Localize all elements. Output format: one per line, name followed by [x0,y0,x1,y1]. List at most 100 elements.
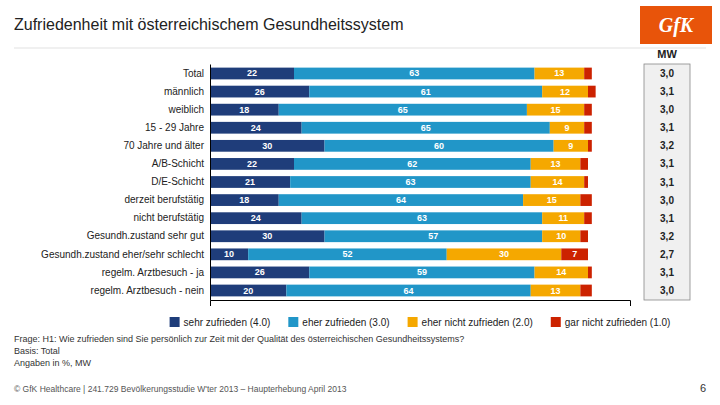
bar-segment [542,86,588,98]
data-label: 21 [245,177,255,187]
legend-label: eher zufrieden (3.0) [302,317,389,328]
data-label: 15 [551,105,561,115]
bar-segment [523,194,580,206]
data-label: 63 [409,68,419,78]
data-label: 30 [262,231,272,241]
legend-label: eher nicht zufrieden (2.0) [422,317,533,328]
y-tick-label: D/E-Schicht [151,176,204,187]
data-label: 10 [224,249,234,259]
bar-segment [580,285,591,297]
bar-segment [588,140,592,152]
legend-label: sehr zufrieden (4.0) [184,317,271,328]
data-label: 22 [247,159,257,169]
bar-segment [294,158,531,170]
y-tick: 15 - 29 Jahre [145,122,210,133]
bar-segment [210,104,279,116]
data-label: 24 [251,123,261,133]
mw-value: 3,1 [660,177,674,188]
bar-segment [210,68,294,80]
data-label: 9 [568,141,573,151]
bar-segment [210,248,248,260]
mw-value: 3,1 [660,267,674,278]
chart-svg: Zufriedenheit mit österreichischem Gesun… [0,0,720,405]
data-label: 13 [554,68,564,78]
y-tick: D/E-Schicht [151,176,210,187]
data-label: 9 [564,123,569,133]
y-tick-label: Gesundh.zustand sehr gut [87,230,205,241]
bar-segment [580,230,588,242]
y-tick-label: 15 - 29 Jahre [145,122,204,133]
bar-segment [584,104,592,116]
y-tick-label: 70 Jahre und älter [123,140,204,151]
mw-value: 2,7 [660,249,674,260]
y-tick-label: derzeit berufstätig [125,194,205,205]
data-label: 15 [547,195,557,205]
bar-segment [531,158,581,170]
bar-segment [210,267,309,279]
data-label: 20 [243,286,253,296]
data-label: 26 [255,267,265,277]
legend-swatch [551,317,561,327]
bar-segment [531,285,581,297]
data-label: 61 [421,87,431,97]
y-tick: 70 Jahre und älter [123,140,210,151]
bar-segment [309,267,534,279]
mw-value: 3,0 [660,285,674,296]
logo-box [640,6,712,44]
bar-segment [542,212,584,224]
y-tick: Total [183,68,210,79]
bar-segment [584,176,588,188]
y-tick-label: A/B-Schicht [152,158,204,169]
bar-segment [210,194,279,206]
data-label: 63 [417,213,427,223]
legend: sehr zufrieden (4.0) eher zufrieden (3.0)… [170,317,671,328]
y-axis: Total männlich weiblich 15 - 29 Jahre 70 Jah… [41,65,210,301]
bar-segment [584,122,592,134]
y-tick: Gesundh.zustand eher/sehr schlecht [41,249,210,260]
y-tick: regelm. Arztbesuch - ja [102,267,210,278]
bar-segment [535,68,585,80]
bar-segment [248,248,447,260]
data-label: 13 [551,286,561,296]
data-label: 30 [499,249,509,259]
title-separator [14,48,706,49]
bar-segment [527,104,584,116]
data-label: 10 [556,231,566,241]
bar-segment [584,212,592,224]
legend-swatch [170,317,180,327]
data-label: 7 [572,249,577,259]
series [561,68,595,297]
bars [210,68,596,297]
bar-segment [279,104,527,116]
logo-text: GfK [659,14,695,37]
data-label: 30 [262,141,272,151]
mw-value: 3,1 [660,86,674,97]
bar-segment [279,194,523,206]
y-tick-label: weiblich [167,104,204,115]
bar-segment [286,285,530,297]
page-number: 6 [700,382,706,394]
bar-segment [550,122,584,134]
bar-segment [588,267,592,279]
bar-segment [561,248,588,260]
data-label: 59 [417,267,427,277]
mw-column: MW3,03,13,03,13,23,13,13,03,13,22,73,13,… [644,48,690,300]
y-tick-label: Gesundh.zustand eher/sehr schlecht [41,249,204,260]
bar-segment [302,122,550,134]
title: Zufriedenheit mit österreichischem Gesun… [14,16,404,33]
legend-item: eher nicht zufrieden (2.0) [408,317,533,328]
mw-value: 3,2 [660,231,674,242]
y-tick: männlich [164,86,210,97]
y-tick-label: regelm. Arztbesuch - nein [91,285,204,296]
y-axis-line [210,65,211,301]
mw-value: 3,1 [660,158,674,169]
data-label: 22 [247,68,257,78]
bar-segment [294,68,535,80]
data-label: 12 [560,87,570,97]
mw-value: 3,0 [660,195,674,206]
data-label: 11 [558,213,568,223]
y-tick: A/B-Schicht [152,158,210,169]
bar-segment [542,230,580,242]
plot: 2226182430222118243010262063616565606263… [41,48,690,306]
data-label: 57 [428,231,438,241]
